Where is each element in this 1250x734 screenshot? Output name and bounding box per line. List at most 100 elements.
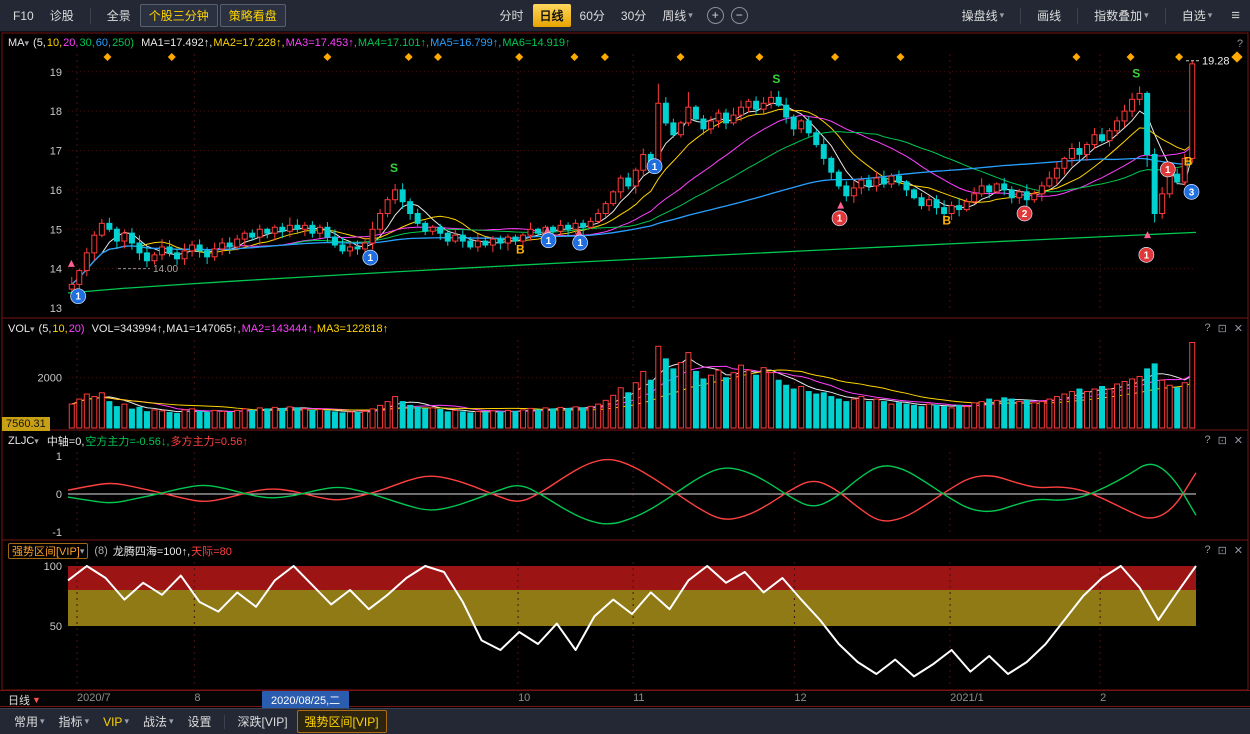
indicator-selector-qsqj[interactable]: 强势区间[VIP] ▾ xyxy=(8,543,89,559)
indicator-selector-ma[interactable]: MA ▾ xyxy=(8,37,29,49)
close-icon[interactable]: ✕ xyxy=(1233,545,1243,557)
help-icon[interactable]: ? xyxy=(1204,434,1211,446)
indicator-value: (5, xyxy=(33,37,46,49)
settings-label: 设置 xyxy=(187,715,212,729)
ma-lines xyxy=(67,102,1197,413)
svg-text:1: 1 xyxy=(1165,165,1171,176)
indicator-value: VOL=343994↑, xyxy=(91,323,166,335)
chevron-down-icon: ▾ xyxy=(40,716,45,726)
menu-icon[interactable]: ≡ xyxy=(1231,7,1240,24)
indicator-value: MA3=122818↑ xyxy=(316,323,389,335)
indicator-value: MA5=16.799↑, xyxy=(430,37,502,49)
float-icon[interactable]: ⊡ xyxy=(1217,545,1227,557)
tactics-menu[interactable]: 战法 ▾ xyxy=(137,711,180,732)
strategy-strong-zone[interactable]: 强势区间[VIP] xyxy=(296,710,387,733)
tab-minute[interactable]: 分时 xyxy=(493,4,531,27)
indicator-value: MA2=17.228↑, xyxy=(213,37,285,49)
y-axis-label: 16 xyxy=(50,185,62,197)
vol-value-list: VOL=343994↑,MA1=147065↑,MA2=143444↑,MA3=… xyxy=(92,323,390,335)
indicator-value: (5, xyxy=(38,323,52,335)
zoom-in-button[interactable]: + xyxy=(706,7,724,24)
qsqj-value-list: 龙腾四海=100↑,天际=80 xyxy=(113,543,233,559)
watchlist-label: 自选 xyxy=(1181,9,1206,23)
indicator-menu[interactable]: 指标 ▾ xyxy=(53,711,96,732)
indicator-selector-vol[interactable]: VOL ▾ xyxy=(8,323,35,335)
indicator-value: 龙腾四海=100↑, xyxy=(112,546,191,558)
indicator-selector-zljc[interactable]: ZLJC ▾ xyxy=(8,435,39,447)
signal-markers: S S S B B B 1 1 1 1 1 3 1 2 1 1 xyxy=(67,53,1200,305)
close-icon[interactable]: ✕ xyxy=(1233,435,1243,447)
watchlist-button[interactable]: 自选 ▾ xyxy=(1175,4,1220,27)
common-menu[interactable]: 常用 ▾ xyxy=(8,711,51,732)
float-icon[interactable]: ⊡ xyxy=(1217,435,1227,447)
indicator-value: MA1=17.492↑, xyxy=(141,37,213,49)
common-menu-label: 常用 xyxy=(14,715,39,729)
tab-weekly-label: 周线 xyxy=(662,9,687,23)
settings-button[interactable]: 设置 xyxy=(182,711,218,732)
divider xyxy=(89,7,91,24)
tab-daily[interactable]: 日线 xyxy=(532,4,571,27)
vip-menu[interactable]: VIP ▾ xyxy=(97,713,135,731)
vol-param-list: (5,10,20) xyxy=(39,323,86,335)
strategy-watch-button[interactable]: 策略看盘 xyxy=(219,4,286,27)
main-pane-controls: ? xyxy=(1237,38,1243,50)
volume-bars xyxy=(68,342,1196,429)
divider xyxy=(1077,7,1079,24)
x-axis-label: 2 xyxy=(1100,692,1107,704)
chevron-down-icon: ▾ xyxy=(999,10,1005,20)
indicator-value: 60, xyxy=(95,37,112,49)
help-icon[interactable]: ? xyxy=(1204,544,1211,556)
panorama-button[interactable]: 全景 xyxy=(100,4,138,27)
y-axis-label: 2000 xyxy=(38,373,62,385)
divider xyxy=(223,714,225,729)
divider xyxy=(1020,7,1022,24)
stock-3min-button[interactable]: 个股三分钟 xyxy=(139,4,218,27)
help-icon[interactable]: ? xyxy=(1204,322,1211,334)
tab-30min[interactable]: 30分 xyxy=(614,4,653,27)
indicator-value: MA6=14.919↑ xyxy=(502,37,571,49)
float-icon[interactable]: ⊡ xyxy=(1217,323,1227,335)
y-axis-label: -1 xyxy=(52,527,62,539)
y-axis-label: 100 xyxy=(44,561,62,573)
tab-60min[interactable]: 60分 xyxy=(573,4,612,27)
bottom-toolbar: 常用 ▾ 指标 ▾ VIP ▾ 战法 ▾ 设置 深跌[VIP] 强势区间[VIP… xyxy=(0,708,1250,734)
ma-value-list: MA1=17.492↑,MA2=17.228↑,MA3=17.453↑,MA4=… xyxy=(141,37,571,49)
svg-text:1: 1 xyxy=(1144,250,1150,261)
candlestick-series xyxy=(68,60,1196,294)
indicator-value: 空方主力=-0.56↓, xyxy=(85,436,170,448)
top-toolbar: F10 诊股 全景 个股三分钟 策略看盘 分时 日线 60分 30分 周线 ▾ … xyxy=(0,0,1250,32)
index-overlay-label: 指数叠加 xyxy=(1094,9,1143,23)
zoom-out-button[interactable]: − xyxy=(730,7,748,24)
tab-weekly[interactable]: 周线 ▾ xyxy=(655,4,700,27)
trading-line-label: 操盘线 xyxy=(961,9,998,23)
indicator-value: 30, xyxy=(79,37,95,49)
svg-text:1: 1 xyxy=(652,162,658,173)
x-axis-label: 8 xyxy=(194,692,201,704)
svg-text:S: S xyxy=(390,161,398,175)
f10-button[interactable]: F10 xyxy=(6,6,41,26)
chevron-down-icon: ▾ xyxy=(168,716,174,726)
trading-line-button[interactable]: 操盘线 ▾ xyxy=(955,4,1012,27)
y-axis-label: 14 xyxy=(50,264,62,276)
strategy-deep-drop[interactable]: 深跌[VIP] xyxy=(237,715,288,729)
y-axis-label: 15 xyxy=(50,224,62,236)
indicator-label: ZLJC xyxy=(8,435,35,447)
svg-text:B: B xyxy=(516,243,525,257)
selected-date-label[interactable]: 2020/08/25,二 xyxy=(262,691,350,709)
close-icon[interactable]: ✕ xyxy=(1233,323,1243,335)
diagnose-stock-button[interactable]: 诊股 xyxy=(43,4,81,27)
y-axis-label: 13 xyxy=(50,303,62,315)
main-pane-header: MA ▾ (5,10,20,30,60,250) MA1=17.492↑,MA2… xyxy=(8,35,572,51)
index-overlay-button[interactable]: 指数叠加 ▾ xyxy=(1087,4,1156,27)
y-axis-label: 18 xyxy=(50,106,62,118)
arrow-down-icon: ▼ xyxy=(32,695,41,705)
qsqj-pane-controls: ? ⊡ ✕ xyxy=(1204,544,1243,557)
indicator-menu-label: 指标 xyxy=(58,715,83,729)
svg-text:2: 2 xyxy=(1022,209,1028,220)
divider xyxy=(1164,7,1166,24)
draw-line-button[interactable]: 画线 xyxy=(1030,4,1068,27)
strong-zone-bands xyxy=(68,566,1196,626)
help-icon[interactable]: ? xyxy=(1236,38,1243,50)
period-indicator[interactable]: 日线 ▼ xyxy=(8,692,41,708)
